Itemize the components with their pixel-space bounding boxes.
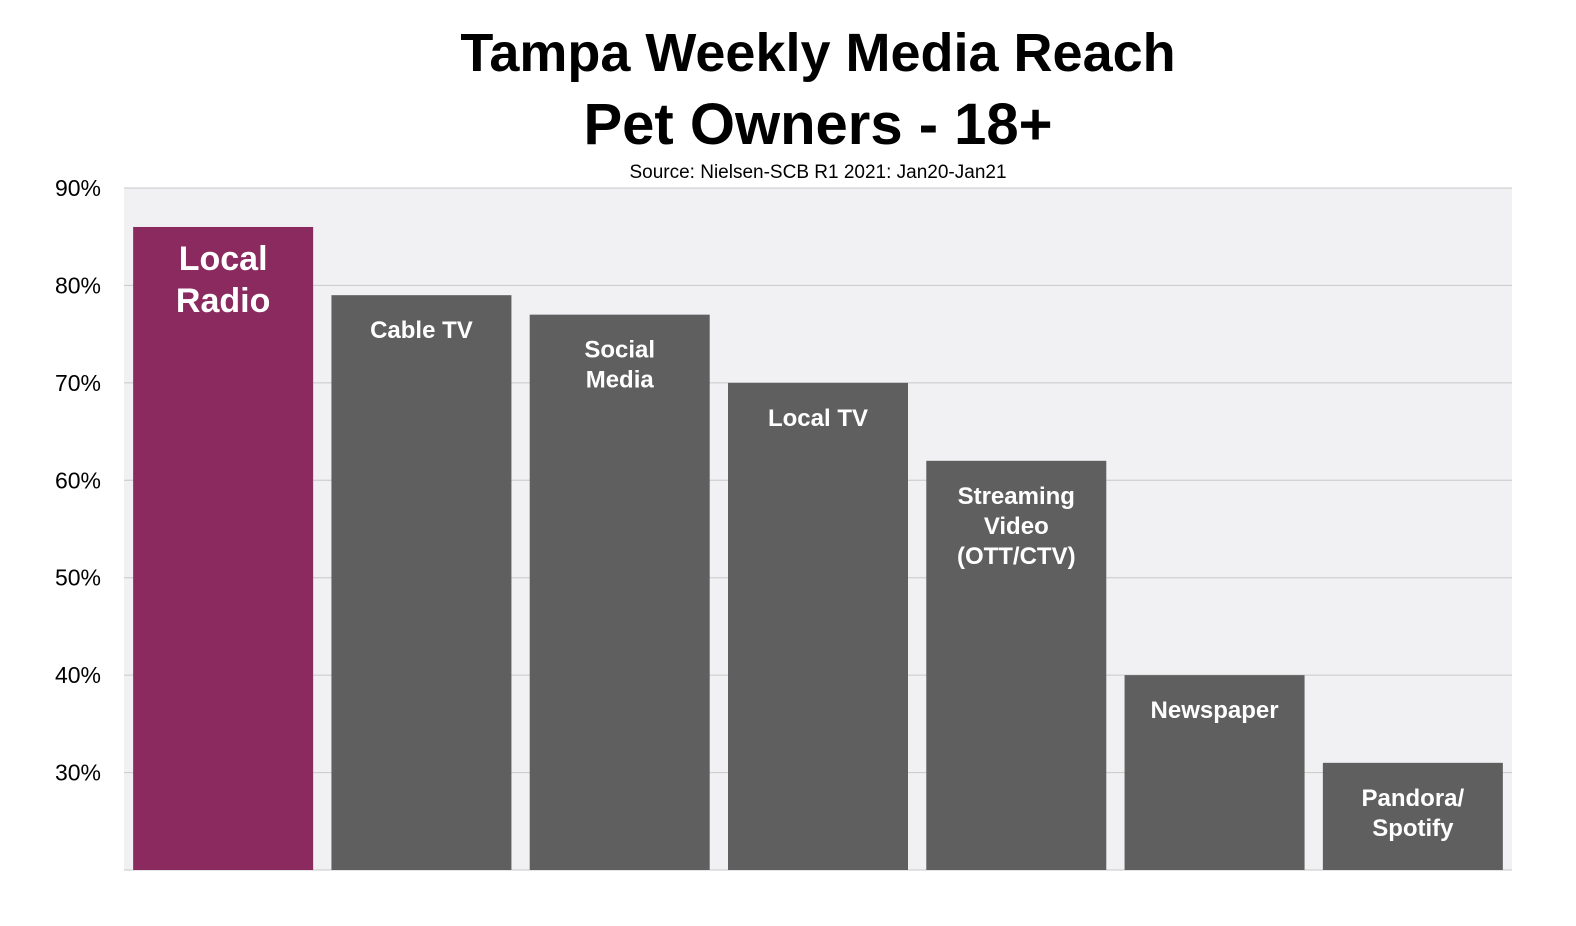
bars <box>133 226 1503 871</box>
y-tick-label: 90% <box>55 175 101 201</box>
bar-label: Newspaper <box>1151 697 1279 724</box>
bar-cable-tv <box>331 295 512 871</box>
y-tick-label: 50% <box>55 565 101 591</box>
y-tick-label: 60% <box>55 467 101 493</box>
bar-label: (OTT/CTV) <box>957 543 1076 570</box>
y-axis: 30% 40% 50% 60% 70% 80% 90% <box>55 175 101 786</box>
bar-newspaper <box>1124 675 1305 870</box>
bar-label: Media <box>586 367 655 394</box>
bar-label: Cable TV <box>370 317 473 344</box>
bar-label: Pandora/ <box>1362 785 1465 812</box>
bar-pandora-spotify <box>1322 762 1503 870</box>
chart-title-line2: Pet Owners - 18+ <box>583 92 1053 157</box>
bar-label: Local TV <box>768 405 868 432</box>
chart-subtitle: Source: Nielsen-SCB R1 2021: Jan20-Jan21 <box>629 162 1007 183</box>
bar-label: Spotify <box>1372 815 1454 842</box>
bar-label: Social <box>584 337 655 364</box>
bar-label: Streaming <box>958 483 1075 510</box>
bar-label: Local <box>179 240 268 278</box>
y-tick-label: 30% <box>55 760 101 786</box>
y-tick-label: 80% <box>55 272 101 298</box>
bar-labels: Local Radio Cable TV Social Media Local TV Str… <box>176 240 1465 842</box>
bar-local-radio <box>133 226 314 870</box>
bar-streaming-video-ott-ctv <box>926 460 1107 870</box>
chart-title: Tampa Weekly Media Reach <box>460 23 1176 83</box>
y-tick-label: 40% <box>55 662 101 688</box>
bar-label: Radio <box>176 282 270 320</box>
bar-social-media <box>529 314 710 871</box>
bar-local-tv <box>728 382 908 870</box>
y-tick-label: 70% <box>55 370 101 396</box>
bar-label: Video <box>984 513 1049 540</box>
